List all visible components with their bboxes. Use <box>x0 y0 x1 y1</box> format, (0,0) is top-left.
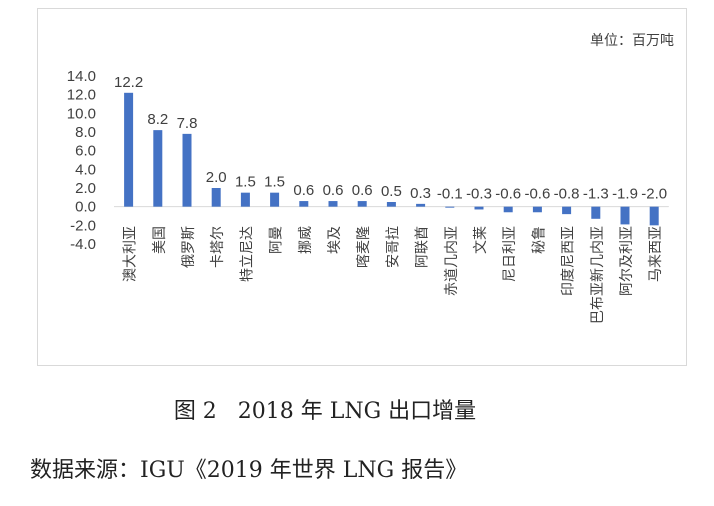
bar <box>182 133 192 207</box>
data-label: -0.3 <box>466 186 492 203</box>
y-tick-label: 4.0 <box>75 161 96 178</box>
bar <box>416 203 426 207</box>
y-tick-label: -4.0 <box>70 236 96 253</box>
bar <box>299 201 309 207</box>
bar <box>240 192 250 207</box>
data-label: 0.5 <box>381 183 402 200</box>
bar <box>503 206 513 213</box>
figure-caption: 图 2 2018 年 LNG 出口增量 <box>173 399 477 424</box>
category-label: 美国 <box>152 226 168 254</box>
data-label: 0.6 <box>323 182 344 199</box>
data-label: 0.6 <box>352 182 373 199</box>
data-label: -0.8 <box>554 186 580 203</box>
category-label: 阿联酋 <box>414 226 431 268</box>
bar <box>328 201 338 207</box>
category-label: 巴布亚新几内亚 <box>590 226 606 324</box>
category-label: 喀麦隆 <box>356 226 372 268</box>
data-label: 1.5 <box>264 174 285 191</box>
data-label: 7.8 <box>177 115 198 132</box>
category-label: 阿曼 <box>269 226 285 254</box>
bar <box>153 130 163 207</box>
category-label: 特立尼达 <box>239 226 255 282</box>
data-label: 0.6 <box>293 182 314 199</box>
data-label: -2.0 <box>641 186 667 203</box>
y-tick-label: 12.0 <box>67 87 96 104</box>
y-tick-label: 8.0 <box>75 124 96 141</box>
data-label: 8.2 <box>147 111 168 128</box>
category-label: 赤道几内亚 <box>444 226 460 296</box>
category-label: 埃及 <box>327 226 343 254</box>
bar <box>445 206 455 208</box>
bar <box>124 92 134 207</box>
bar <box>474 206 484 210</box>
category-label: 澳大利亚 <box>123 226 139 282</box>
category-label: 卡塔尔 <box>210 226 226 268</box>
bar <box>649 206 659 226</box>
bar <box>357 201 367 207</box>
category-label: 尼日利亚 <box>502 226 518 282</box>
bar <box>591 206 601 219</box>
bar-chart: 14.012.010.08.06.04.02.00.0-2.0-4.012.2澳… <box>67 68 669 324</box>
category-label: 马来西亚 <box>648 226 664 282</box>
y-tick-label: 2.0 <box>75 180 96 197</box>
data-label: -1.3 <box>583 186 609 203</box>
category-label: 印度尼西亚 <box>561 226 577 296</box>
category-label: 秘鲁 <box>531 226 547 254</box>
data-label: 1.5 <box>235 174 256 191</box>
category-label: 文莱 <box>473 226 489 254</box>
chart-frame: 单位：百万吨 14.0 12.0 10.0 8.0 6.0 4.0 2.0 0.0 -2.0 -4… <box>37 8 687 366</box>
unit-label: 单位：百万吨 <box>590 33 674 49</box>
y-tick-label: 6.0 <box>75 143 96 160</box>
y-tick-label: -2.0 <box>70 217 96 234</box>
bar <box>211 188 221 207</box>
data-label: -1.9 <box>612 186 638 203</box>
category-label: 俄罗斯 <box>181 226 197 268</box>
category-label: 安哥拉 <box>385 226 401 268</box>
y-tick-label: 10.0 <box>67 105 96 122</box>
bar <box>270 192 280 207</box>
data-label: -0.6 <box>495 186 521 203</box>
bar <box>386 202 396 207</box>
bar <box>620 206 630 225</box>
y-tick-label: 0.0 <box>75 199 96 216</box>
data-label: -0.6 <box>524 186 550 203</box>
data-label: 2.0 <box>206 169 227 186</box>
y-tick-label: 14.0 <box>67 68 96 85</box>
data-label: 0.3 <box>410 185 431 202</box>
data-label: -0.1 <box>437 186 463 203</box>
bar <box>562 206 572 215</box>
data-source-note: 数据来源：IGU《2019 年世界 LNG 报告》 <box>30 458 468 483</box>
data-label: 12.2 <box>114 74 143 91</box>
category-label: 挪威 <box>298 226 314 254</box>
bar <box>532 206 542 213</box>
category-label: 阿尔及利亚 <box>619 226 635 296</box>
